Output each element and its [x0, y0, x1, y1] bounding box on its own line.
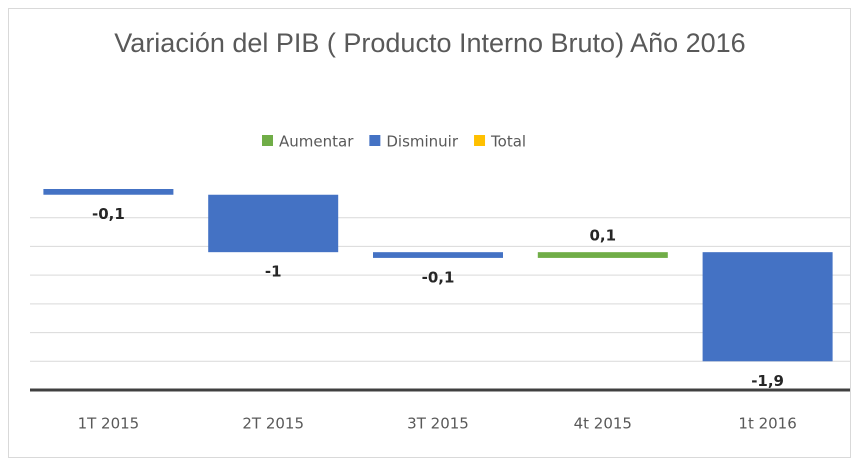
data-label: -0,1 [92, 205, 125, 223]
bar [702, 252, 833, 362]
x-tick-label: 1t 2016 [738, 415, 796, 433]
legend-swatch [369, 135, 381, 146]
legend-label: Total [490, 133, 526, 151]
data-label: 0,1 [590, 227, 617, 245]
x-tick-label: 3T 2015 [407, 415, 469, 433]
legend-swatch [474, 135, 486, 146]
data-label: -1,9 [751, 372, 784, 390]
bar [537, 252, 668, 258]
bar [373, 252, 503, 258]
x-tick-label: 1T 2015 [78, 415, 140, 433]
x-tick-label: 4t 2015 [574, 415, 632, 433]
x-tick-label: 2T 2015 [242, 415, 304, 433]
legend-label: Aumentar [279, 133, 354, 151]
chart-border [8, 8, 851, 458]
chart-title: Variación del PIB ( Producto Interno Bru… [114, 28, 746, 58]
legend-label: Disminuir [386, 133, 458, 151]
bar [208, 194, 339, 253]
bar [43, 189, 174, 195]
data-label: -1 [265, 263, 282, 281]
data-label: -0,1 [422, 268, 455, 286]
legend-swatch [262, 135, 273, 146]
